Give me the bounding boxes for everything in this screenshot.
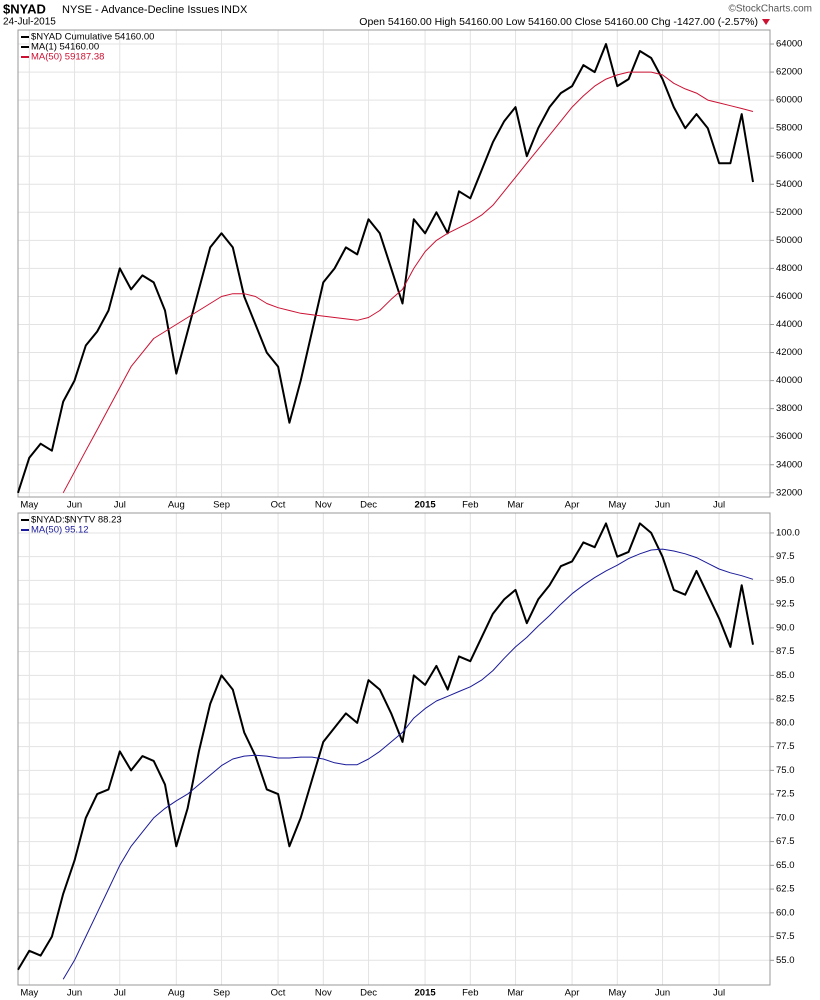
legend-label: MA(50) 95.12 (31, 525, 89, 536)
plot-frame (17, 512, 771, 986)
y-tick-label: 32000 (776, 487, 802, 498)
series-line (62, 71, 754, 494)
y-tick-label: 62000 (776, 67, 802, 78)
y-tick-label: 72.5 (776, 789, 795, 800)
x-tick-label: Mar (507, 988, 523, 999)
plot-frame (17, 29, 771, 498)
x-tick-label: Jun (67, 500, 82, 511)
y-tick-label: 77.5 (776, 741, 795, 752)
credit: ©StockCharts.com (728, 4, 812, 15)
y-tick-label: 90.0 (776, 622, 795, 633)
x-tick-label: Apr (565, 988, 580, 999)
y-tick-label: 67.5 (776, 836, 795, 847)
y-tick-label: 64000 (776, 39, 802, 50)
x-tick-label: May (608, 500, 626, 511)
y-tick-label: 34000 (776, 459, 802, 470)
x-tick-label: Feb (462, 988, 478, 999)
y-tick-label: 80.0 (776, 717, 795, 728)
legend-label: MA(50) 59187.38 (31, 52, 104, 63)
y-tick-label: 75.0 (776, 765, 795, 776)
y-tick-label: 55.0 (776, 955, 795, 966)
x-tick-label: Jun (655, 988, 670, 999)
x-tick-label: Sep (213, 988, 230, 999)
y-tick-label: 48000 (776, 263, 802, 274)
x-tick-label: 2015 (415, 500, 437, 511)
y-tick-label: 44000 (776, 319, 802, 330)
quote: Open 54160.00 High 54160.00 Low 54160.00… (359, 16, 758, 28)
y-tick-label: 38000 (776, 403, 802, 414)
y-tick-label: 65.0 (776, 860, 795, 871)
y-tick-label: 85.0 (776, 670, 795, 681)
series-line (17, 522, 754, 971)
down-arrow (762, 19, 770, 25)
x-tick-label: Jul (713, 988, 725, 999)
y-tick-label: 62.5 (776, 884, 795, 895)
x-tick-label: Jun (655, 500, 670, 511)
y-tick-label: 57.5 (776, 931, 795, 942)
x-tick-label: 2015 (415, 988, 437, 999)
y-tick-label: 36000 (776, 431, 802, 442)
x-tick-label: Nov (315, 500, 332, 511)
x-tick-label: Jul (713, 500, 725, 511)
x-tick-label: Apr (565, 500, 580, 511)
x-tick-label: Jul (114, 988, 126, 999)
y-tick-label: 95.0 (776, 575, 795, 586)
x-tick-label: Jun (67, 988, 82, 999)
y-tick-label: 52000 (776, 207, 802, 218)
y-tick-label: 92.5 (776, 599, 795, 610)
x-tick-label: Feb (462, 500, 478, 511)
y-tick-label: 60000 (776, 95, 802, 106)
x-tick-label: May (608, 988, 626, 999)
y-tick-label: 100.0 (776, 527, 800, 538)
date: 24-Jul-2015 (3, 17, 56, 28)
y-tick-label: 60.0 (776, 907, 795, 918)
y-tick-label: 50000 (776, 235, 802, 246)
x-tick-label: May (20, 988, 38, 999)
chart-subtitle: NYSE - Advance-Decline Issues (62, 4, 220, 16)
y-tick-label: 56000 (776, 151, 802, 162)
y-tick-label: 40000 (776, 375, 802, 386)
y-tick-label: 87.5 (776, 646, 795, 657)
chart-title: $NYAD (3, 1, 46, 16)
x-tick-label: Aug (168, 988, 185, 999)
x-tick-label: Oct (271, 500, 286, 511)
x-tick-label: Oct (271, 988, 286, 999)
y-tick-label: 82.5 (776, 694, 795, 705)
x-tick-label: Aug (168, 500, 185, 511)
x-tick-label: Mar (507, 500, 523, 511)
series-line (17, 43, 754, 493)
x-tick-label: Sep (213, 500, 230, 511)
y-tick-label: 97.5 (776, 551, 795, 562)
y-tick-label: 70.0 (776, 812, 795, 823)
legend-label: MA(1) 54160.00 (31, 42, 99, 53)
y-tick-label: 58000 (776, 123, 802, 134)
legend-label: $NYAD Cumulative 54160.00 (31, 32, 154, 43)
x-tick-label: May (20, 500, 38, 511)
legend-label: $NYAD:$NYTV 88.23 (31, 515, 122, 526)
x-tick-label: Jul (114, 500, 126, 511)
y-tick-label: 46000 (776, 291, 802, 302)
x-tick-label: Dec (360, 988, 377, 999)
x-tick-label: Nov (315, 988, 332, 999)
y-tick-label: 54000 (776, 179, 802, 190)
exchange: INDX (221, 4, 248, 16)
y-tick-label: 42000 (776, 347, 802, 358)
x-tick-label: Dec (360, 500, 377, 511)
series-line (62, 548, 754, 980)
